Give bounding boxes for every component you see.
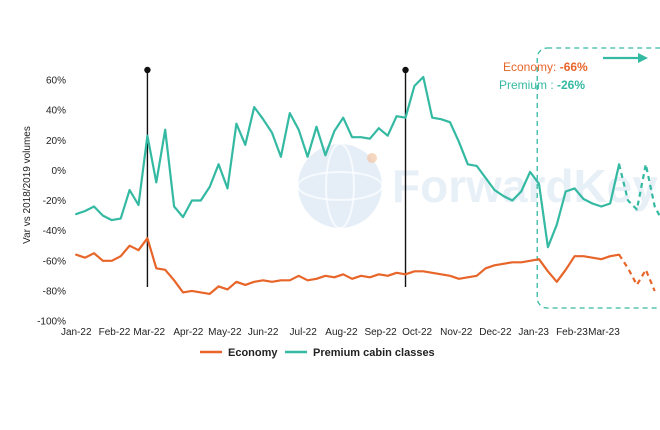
economy-annotation-label: Economy: bbox=[503, 60, 560, 74]
x-tick-label: Apr-22 bbox=[173, 327, 203, 338]
event-dot bbox=[144, 66, 151, 74]
y-tick-label: -40% bbox=[43, 226, 66, 237]
economy-annotation: Economy: -66% bbox=[503, 60, 588, 74]
series-line-economy bbox=[75, 237, 621, 295]
y-axis: -100% -80% -60% -40% -20% 0% 20% 40% 60% bbox=[37, 76, 66, 328]
x-tick-label: Dec-22 bbox=[479, 327, 512, 338]
x-tick-label: Nov-22 bbox=[440, 327, 473, 338]
forecast-annotation: Economy: -66% Premium : -26% bbox=[499, 53, 648, 92]
legend-label-economy: Economy bbox=[228, 347, 278, 359]
series-forecast-economy bbox=[618, 254, 656, 292]
x-tick-label: Aug-22 bbox=[325, 327, 358, 338]
y-tick-label: 20% bbox=[46, 136, 66, 147]
x-tick-label: Mar-22 bbox=[133, 327, 165, 338]
premium-annotation-value: -26% bbox=[557, 78, 585, 92]
y-axis-title: Var vs 2018/2019 volumes bbox=[22, 126, 33, 244]
globe-logo-icon bbox=[297, 143, 383, 229]
watermark: ForwardKeys bbox=[297, 143, 660, 229]
economy-annotation-value: -66% bbox=[560, 60, 588, 74]
x-tick-label: Feb-22 bbox=[99, 327, 131, 338]
x-tick-label: Sep-22 bbox=[364, 327, 397, 338]
x-tick-label: Feb-23 bbox=[556, 327, 588, 338]
premium-annotation: Premium : -26% bbox=[499, 78, 585, 92]
legend-label-premium: Premium cabin classes bbox=[313, 347, 435, 359]
y-tick-label: -80% bbox=[43, 286, 66, 297]
series-forecast-premium bbox=[618, 163, 660, 219]
watermark-text: ForwardKeys bbox=[392, 160, 660, 212]
x-tick-label: Jan-23 bbox=[518, 327, 549, 338]
y-tick-label: 0% bbox=[52, 166, 67, 177]
x-axis: Jan-22 Feb-22 Mar-22 Apr-22 May-22 Jun-22 Jul-… bbox=[61, 327, 620, 338]
arrow-right-icon bbox=[603, 53, 648, 63]
y-tick-label: 60% bbox=[46, 76, 66, 87]
forecast-box bbox=[536, 47, 660, 309]
series-group bbox=[75, 75, 660, 295]
legend: Economy Premium cabin classes bbox=[200, 347, 435, 359]
premium-annotation-label: Premium : bbox=[499, 78, 557, 92]
y-tick-label: -60% bbox=[43, 256, 66, 267]
event-dot bbox=[402, 66, 409, 74]
forecast-region bbox=[536, 47, 660, 309]
x-tick-label: May-22 bbox=[208, 327, 242, 338]
y-tick-label: -100% bbox=[37, 317, 66, 328]
x-tick-label: Mar-23 bbox=[588, 327, 620, 338]
x-tick-label: Jul-22 bbox=[290, 327, 318, 338]
x-tick-label: Jan-22 bbox=[61, 327, 92, 338]
x-tick-label: Oct-22 bbox=[402, 327, 432, 338]
x-tick-label: Jun-22 bbox=[248, 327, 279, 338]
event-markers bbox=[144, 66, 409, 287]
y-tick-label: 40% bbox=[46, 106, 66, 117]
series-line-premium bbox=[75, 75, 621, 249]
y-tick-label: -20% bbox=[43, 196, 66, 207]
